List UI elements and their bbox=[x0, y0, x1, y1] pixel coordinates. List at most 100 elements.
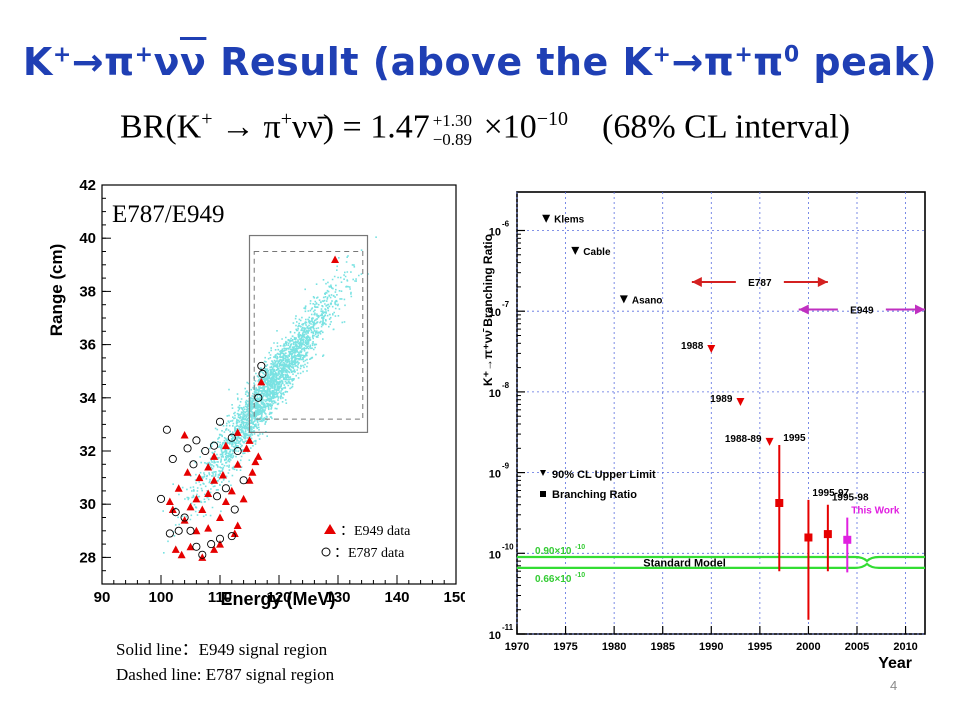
x-tick-label: 2000 bbox=[796, 641, 820, 653]
e949-point bbox=[245, 476, 254, 484]
e949-point bbox=[180, 516, 189, 524]
e949-point bbox=[233, 428, 242, 436]
e787-point bbox=[233, 446, 242, 456]
sm-lower-label: 0.66×10 bbox=[535, 574, 572, 585]
upper-limit-marker bbox=[707, 345, 716, 354]
sm-band-edges bbox=[517, 555, 925, 569]
measurement-label: 1995-97 bbox=[812, 488, 849, 499]
e787-point bbox=[198, 550, 207, 559]
e949-point bbox=[331, 255, 340, 263]
upper-limit-marker bbox=[571, 246, 580, 255]
e787-point bbox=[168, 454, 177, 464]
y-tick-label: 34 bbox=[79, 390, 96, 407]
e949-point bbox=[168, 505, 177, 514]
measurement-marker bbox=[843, 535, 852, 544]
y-tick-label: 28 bbox=[79, 549, 96, 566]
e949-point bbox=[210, 476, 219, 484]
e787-point bbox=[254, 393, 263, 402]
y-tick-label: 40 bbox=[79, 230, 96, 247]
x-tick-label: 1990 bbox=[699, 641, 723, 653]
y-tick-label: 32 bbox=[79, 443, 96, 460]
e949-point bbox=[233, 460, 242, 468]
legend-e949: ：E949 data bbox=[340, 524, 411, 539]
y-axis-label: Range (cm) bbox=[47, 244, 66, 337]
x-tick-label: 1980 bbox=[602, 641, 626, 653]
e949-point bbox=[204, 489, 213, 498]
range-energy-scatter-plot: 90 100 110 120 130 140 150 28 30 32 34 36 38 40 42 E78… bbox=[47, 177, 465, 609]
e787-point bbox=[258, 369, 267, 378]
e949-point bbox=[210, 452, 219, 460]
x-tick-label: 100 bbox=[148, 589, 173, 606]
y-tick-exponent: -7 bbox=[502, 300, 510, 309]
e949-point bbox=[251, 457, 260, 466]
e787-point bbox=[189, 460, 198, 469]
upper-limit-label: Klems bbox=[554, 215, 584, 226]
e949-point bbox=[165, 497, 174, 506]
y-tick-label: 10 bbox=[489, 549, 501, 561]
e787-point bbox=[239, 476, 248, 485]
e949-point bbox=[204, 524, 213, 532]
upper-limit-label: Cable bbox=[583, 247, 611, 258]
measurement-label: 1995 bbox=[783, 433, 806, 444]
upper-limit-marker bbox=[736, 397, 745, 406]
x-axis-label: Energy (MeV) bbox=[220, 589, 335, 609]
e787-point bbox=[201, 446, 210, 456]
e787-point bbox=[215, 417, 225, 426]
upper-limit-marker bbox=[619, 295, 628, 304]
e949-point bbox=[233, 521, 242, 529]
sm-upper-label: 0.90×10 bbox=[535, 546, 572, 557]
x-tick-label: 120 bbox=[266, 589, 291, 606]
upper-limit-label: 1989 bbox=[710, 394, 733, 405]
e949-point bbox=[230, 529, 239, 537]
measurement-marker bbox=[775, 499, 784, 508]
e787-point bbox=[171, 508, 180, 517]
e949-point bbox=[218, 470, 227, 479]
legend-upper-limit: 90% CL Upper Limit bbox=[552, 469, 656, 481]
x-tick-label: 2005 bbox=[845, 641, 869, 653]
e949-point bbox=[204, 462, 213, 471]
arrow-left-icon bbox=[691, 277, 702, 288]
e949-point bbox=[248, 468, 257, 476]
e949-point bbox=[216, 540, 224, 548]
y-tick-label: 42 bbox=[79, 177, 96, 194]
x-tick-label: 140 bbox=[384, 589, 409, 606]
arrow-right-icon bbox=[817, 277, 828, 288]
y-tick-label: 10 bbox=[489, 388, 501, 400]
e787-point bbox=[192, 542, 201, 551]
e787-point bbox=[227, 532, 236, 541]
experiment-label: E949 bbox=[850, 305, 874, 316]
e787-point bbox=[210, 441, 219, 450]
measurement-marker bbox=[823, 530, 832, 539]
e787-point bbox=[156, 494, 166, 503]
e949-point bbox=[210, 545, 219, 553]
e949-point bbox=[180, 431, 189, 439]
e949-point bbox=[177, 550, 186, 559]
e787-point bbox=[207, 540, 216, 549]
e787-point bbox=[165, 529, 174, 538]
br-axis-label: K⁺→π⁺νν̄ Branching Ratio bbox=[481, 234, 495, 386]
e787-point bbox=[215, 534, 225, 543]
sm-upper-exponent: -10 bbox=[575, 544, 585, 551]
x-tick-label: 110 bbox=[208, 589, 232, 606]
signal-region-note: Solid line：E949 signal region Dashed lin… bbox=[116, 637, 334, 687]
x-tick-label: 1995 bbox=[748, 641, 772, 653]
e949-point bbox=[221, 497, 230, 506]
e949-point bbox=[254, 452, 263, 460]
mc-density bbox=[162, 236, 377, 554]
slide-title: K+→π+νν Result (above the K+→π+π0 peak) bbox=[22, 40, 938, 84]
y-tick-exponent: -9 bbox=[502, 462, 510, 471]
e787-point bbox=[230, 505, 239, 514]
branching-ratio-formula: BR(K+ → π+νν̄) = 1.47 +1.30 −0.89 ×10−10 (6… bbox=[120, 108, 851, 149]
experiment-label: E787 bbox=[748, 278, 772, 289]
arrow-left-icon bbox=[798, 304, 809, 315]
x-tick-label: 1975 bbox=[553, 641, 577, 653]
e787-point bbox=[221, 484, 230, 493]
e949-point bbox=[227, 486, 236, 495]
x-tick-label: 90 bbox=[94, 589, 111, 606]
e949-point bbox=[174, 484, 183, 492]
year-axis-label: Year bbox=[878, 655, 912, 672]
y-tick-label: 38 bbox=[79, 283, 96, 300]
upper-limit-marker bbox=[542, 214, 551, 223]
y-tick-exponent: -10 bbox=[502, 542, 514, 551]
